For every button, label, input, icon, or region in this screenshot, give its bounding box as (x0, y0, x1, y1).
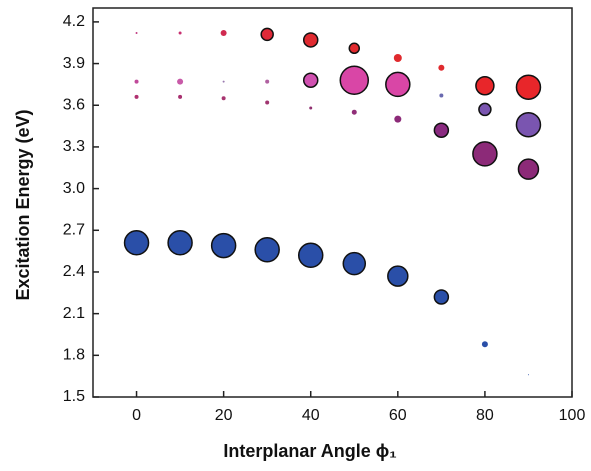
bubble (348, 42, 361, 55)
bubble (439, 93, 444, 98)
bubble (222, 80, 225, 83)
bubble (210, 232, 237, 259)
bubble (220, 30, 227, 37)
bubble (385, 71, 411, 98)
x-tick-label: 0 (132, 407, 141, 424)
bubble (297, 242, 324, 269)
bubble (265, 79, 270, 84)
bubble (433, 122, 450, 139)
bubble (302, 72, 319, 88)
plot-frame (92, 7, 573, 398)
bubble (177, 78, 184, 85)
bubble (254, 236, 280, 263)
bubble (472, 141, 498, 167)
bubble (123, 230, 150, 256)
bubble (481, 341, 488, 348)
bubble (265, 100, 270, 105)
bubble (178, 31, 182, 35)
y-tick-label: 4.2 (63, 13, 85, 30)
bubble (517, 158, 540, 180)
bubble (342, 251, 367, 276)
bubble (135, 32, 138, 35)
y-tick-label: 3.0 (63, 180, 85, 197)
bubble (134, 94, 139, 99)
y-tick-label: 3.3 (63, 138, 85, 155)
x-axis-title: Interplanar Angle ϕ₁ (223, 441, 396, 461)
y-tick-label: 2.4 (63, 263, 85, 280)
x-tick-label: 80 (476, 407, 494, 424)
bubble (260, 27, 274, 42)
bubble (387, 265, 409, 287)
bubble (438, 64, 445, 71)
y-tick-label: 3.6 (63, 96, 85, 113)
y-tick-label: 1.8 (63, 347, 85, 364)
bubble (393, 54, 402, 63)
bubble (178, 94, 183, 99)
x-tick-label: 60 (389, 407, 407, 424)
y-axis-title: Excitation Energy (eV) (13, 109, 33, 300)
y-tick-label: 2.7 (63, 222, 85, 239)
x-tick-label: 100 (559, 407, 586, 424)
bubble (309, 106, 313, 110)
bubble (515, 111, 542, 138)
y-tick-label: 2.1 (63, 305, 85, 322)
bubble (134, 79, 139, 84)
bubble (167, 230, 193, 256)
x-tick-label: 40 (302, 407, 320, 424)
bubble (221, 96, 226, 101)
x-tick-label: 20 (215, 407, 233, 424)
bubble (515, 74, 542, 100)
bubble (478, 102, 492, 117)
y-tick-label: 3.9 (63, 55, 85, 72)
y-tick-label: 1.5 (63, 388, 85, 405)
bubble (433, 289, 450, 305)
bubble (339, 65, 370, 95)
bubble (527, 374, 529, 376)
bubble (302, 32, 319, 48)
bubble (475, 76, 495, 96)
bubble (351, 109, 357, 115)
bubble (394, 115, 402, 123)
